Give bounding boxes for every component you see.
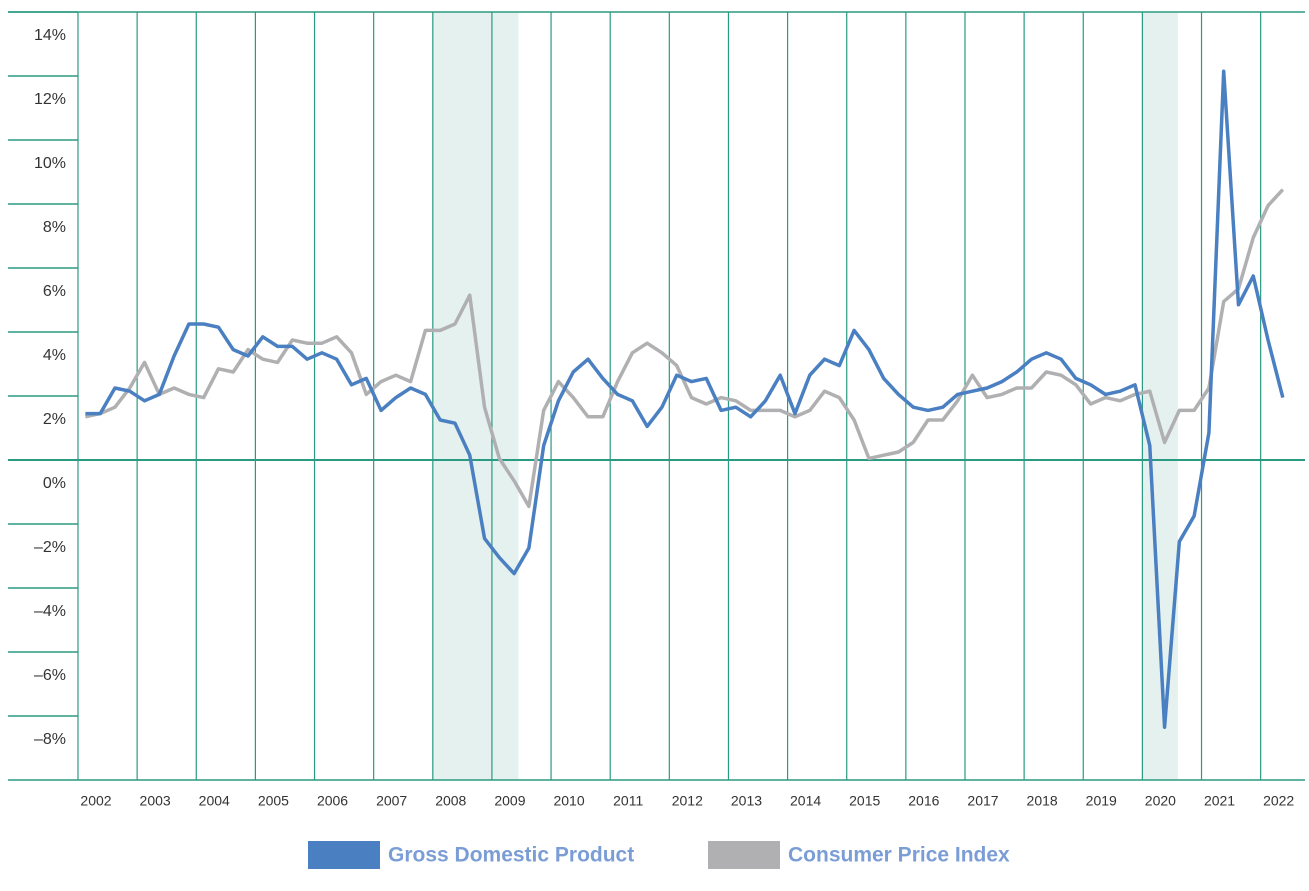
x-tick-label: 2009 xyxy=(494,793,525,809)
legend-label: Consumer Price Index xyxy=(788,844,1010,867)
x-tick-label: 2008 xyxy=(435,793,466,809)
y-tick-label: 14% xyxy=(34,27,66,44)
y-tick-label: 6% xyxy=(43,283,66,300)
x-tick-label: 2012 xyxy=(672,793,703,809)
x-tick-label: 2011 xyxy=(613,793,643,809)
series-line xyxy=(85,69,1285,729)
x-tick-label: 2022 xyxy=(1263,793,1294,809)
y-tick-label: –2% xyxy=(34,539,66,556)
x-tick-label: 2006 xyxy=(317,793,348,809)
x-tick-label: 2003 xyxy=(140,793,171,809)
y-tick-label: –8% xyxy=(34,731,66,748)
x-tick-label: 2002 xyxy=(80,793,111,809)
legend-swatch xyxy=(708,841,780,869)
legend-label: Gross Domestic Product xyxy=(388,844,634,867)
y-tick-label: 4% xyxy=(43,347,66,364)
y-tick-label: –4% xyxy=(34,603,66,620)
x-tick-label: 2017 xyxy=(967,793,998,809)
x-tick-label: 2021 xyxy=(1204,793,1235,809)
x-tick-label: 2010 xyxy=(553,793,584,809)
x-tick-label: 2007 xyxy=(376,793,407,809)
x-tick-label: 2013 xyxy=(731,793,762,809)
x-tick-label: 2015 xyxy=(849,793,880,809)
x-tick-label: 2016 xyxy=(908,793,939,809)
recession-band xyxy=(432,12,519,780)
x-tick-label: 2014 xyxy=(790,793,821,809)
series-line xyxy=(85,188,1285,509)
y-tick-label: –6% xyxy=(34,667,66,684)
x-tick-label: 2020 xyxy=(1145,793,1176,809)
y-tick-label: 2% xyxy=(43,411,66,428)
y-tick-label: 8% xyxy=(43,219,66,236)
x-tick-label: 2004 xyxy=(199,793,230,809)
legend-swatch xyxy=(308,841,380,869)
x-tick-label: 2005 xyxy=(258,793,289,809)
x-tick-label: 2019 xyxy=(1086,793,1117,809)
x-tick-label: 2018 xyxy=(1027,793,1058,809)
y-tick-label: 12% xyxy=(34,91,66,108)
y-tick-label: 0% xyxy=(43,475,66,492)
y-tick-label: 10% xyxy=(34,155,66,172)
